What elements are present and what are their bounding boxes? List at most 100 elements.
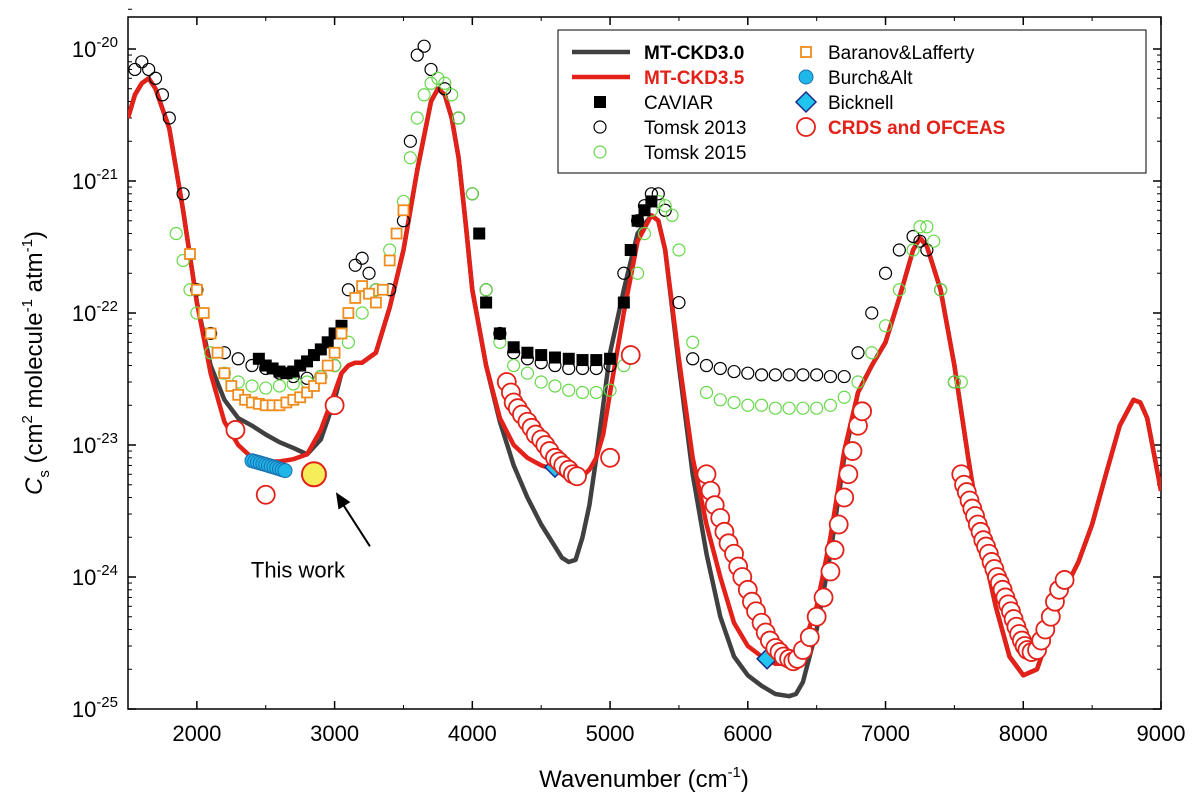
point-tomsk-2013 (796, 368, 810, 382)
point-crds-and-ofceas (696, 464, 717, 485)
point-tomsk-2013 (204, 326, 218, 341)
point-tomsk-2015 (637, 226, 652, 241)
legend-swatch (798, 69, 814, 85)
point-tomsk-2015 (176, 253, 190, 268)
point-tomsk-2013 (823, 369, 838, 384)
point-baranov-lafferty (370, 296, 382, 309)
series-this-work (300, 461, 327, 488)
point-crds-and-ofceas (600, 447, 620, 468)
point-tomsk-2013 (810, 368, 824, 382)
point-tomsk-2015 (341, 335, 355, 349)
x-tick-label: 4000 (448, 721, 497, 746)
point-tomsk-2013 (424, 62, 438, 77)
point-tomsk-2015 (658, 199, 672, 213)
series-baranov-lafferty (184, 204, 410, 412)
legend-label: Baranov&Lafferty (828, 43, 975, 64)
point-tomsk-2015 (217, 366, 232, 380)
point-caviar (493, 327, 506, 340)
point-tomsk-2015 (878, 319, 893, 333)
point-tomsk-2013 (699, 358, 714, 373)
legend-label: MT-CKD3.0 (644, 43, 744, 64)
point-tomsk-2015 (417, 88, 431, 102)
point-tomsk-2015 (810, 401, 824, 415)
y-axis-label: Cs (cm2 molecule-1 atm-1) (19, 231, 53, 495)
point-burch-alt (277, 463, 293, 479)
point-tomsk-2015 (947, 375, 962, 389)
point-caviar (645, 195, 658, 208)
point-tomsk-2015 (906, 243, 920, 257)
point-caviar (604, 352, 617, 365)
point-tomsk-2015 (451, 111, 466, 125)
point-tomsk-2015 (479, 283, 493, 297)
point-tomsk-2013 (128, 62, 142, 77)
y-tick-label: 10-25 (72, 694, 118, 722)
point-tomsk-2015 (520, 366, 535, 380)
point-crds-and-ofceas (620, 345, 641, 365)
point-caviar (548, 351, 561, 364)
y-tick-label: 10-24 (72, 562, 118, 590)
point-tomsk-2013 (782, 368, 796, 382)
point-tomsk-2015 (272, 379, 287, 393)
point-tomsk-2015 (920, 220, 934, 234)
point-tomsk-2015 (562, 383, 576, 397)
x-tick-label: 2000 (172, 721, 221, 746)
point-tomsk-2013 (155, 88, 170, 102)
point-baranov-lafferty (349, 292, 362, 304)
point-crds-and-ofceas (824, 540, 845, 560)
annotation: This work (251, 492, 371, 582)
legend-swatch (593, 120, 607, 134)
point-tomsk-2013 (920, 243, 934, 257)
point-tomsk-2015 (741, 398, 755, 412)
point-tomsk-2013 (142, 62, 156, 77)
point-caviar (521, 346, 534, 359)
point-tomsk-2015 (259, 381, 273, 395)
point-baranov-lafferty (363, 287, 375, 300)
point-tomsk-2013 (417, 39, 431, 53)
point-tomsk-2013 (355, 251, 369, 265)
x-tick-label: 9000 (1137, 721, 1186, 746)
legend-label: MT-CKD3.5 (644, 68, 745, 89)
point-baranov-lafferty (328, 346, 341, 359)
point-tomsk-2015 (727, 395, 741, 410)
point-crds-and-ofceas (324, 395, 345, 416)
point-baranov-lafferty (390, 227, 403, 240)
point-caviar (562, 352, 575, 365)
point-tomsk-2015 (954, 375, 968, 389)
legend-item-burch-alt: Burch&Alt (798, 68, 913, 89)
point-tomsk-2015 (686, 335, 700, 349)
point-tomsk-2013 (617, 266, 631, 280)
point-tomsk-2015 (837, 390, 851, 404)
point-crds-and-ofceas (1054, 570, 1075, 590)
point-tomsk-2013 (362, 266, 376, 280)
point-crds-and-ofceas (799, 627, 820, 648)
point-tomsk-2013 (727, 364, 741, 379)
point-tomsk-2015 (424, 76, 438, 90)
y-tick-label: 10-20 (72, 34, 118, 62)
legend-label: CRDS and OFCEAS (828, 118, 1005, 139)
point-caviar (507, 341, 520, 354)
point-caviar (590, 354, 603, 367)
point-tomsk-2015 (796, 401, 810, 415)
point-tomsk-2015 (782, 401, 796, 415)
point-caviar (624, 244, 637, 257)
x-tick-label: 3000 (310, 721, 359, 746)
legend-item-baranov-lafferty: Baranov&Lafferty (800, 43, 975, 64)
point-tomsk-2015 (913, 220, 927, 234)
annotation-arrow-head (335, 492, 351, 510)
point-tomsk-2013 (741, 366, 755, 380)
series-burch-alt (244, 453, 293, 479)
legend-swatch (796, 117, 816, 137)
point-baranov-lafferty (211, 346, 224, 359)
point-tomsk-2015 (934, 283, 948, 297)
point-tomsk-2013 (403, 134, 417, 148)
point-baranov-lafferty (383, 254, 396, 267)
point-tomsk-2013 (148, 71, 163, 85)
point-tomsk-2013 (162, 111, 176, 125)
point-tomsk-2013 (176, 187, 190, 201)
legend-item-tomsk-2015: Tomsk 2015 (593, 143, 746, 164)
legend-label: Bicknell (828, 93, 893, 114)
point-tomsk-2013 (837, 369, 851, 384)
series-caviar (252, 195, 658, 380)
